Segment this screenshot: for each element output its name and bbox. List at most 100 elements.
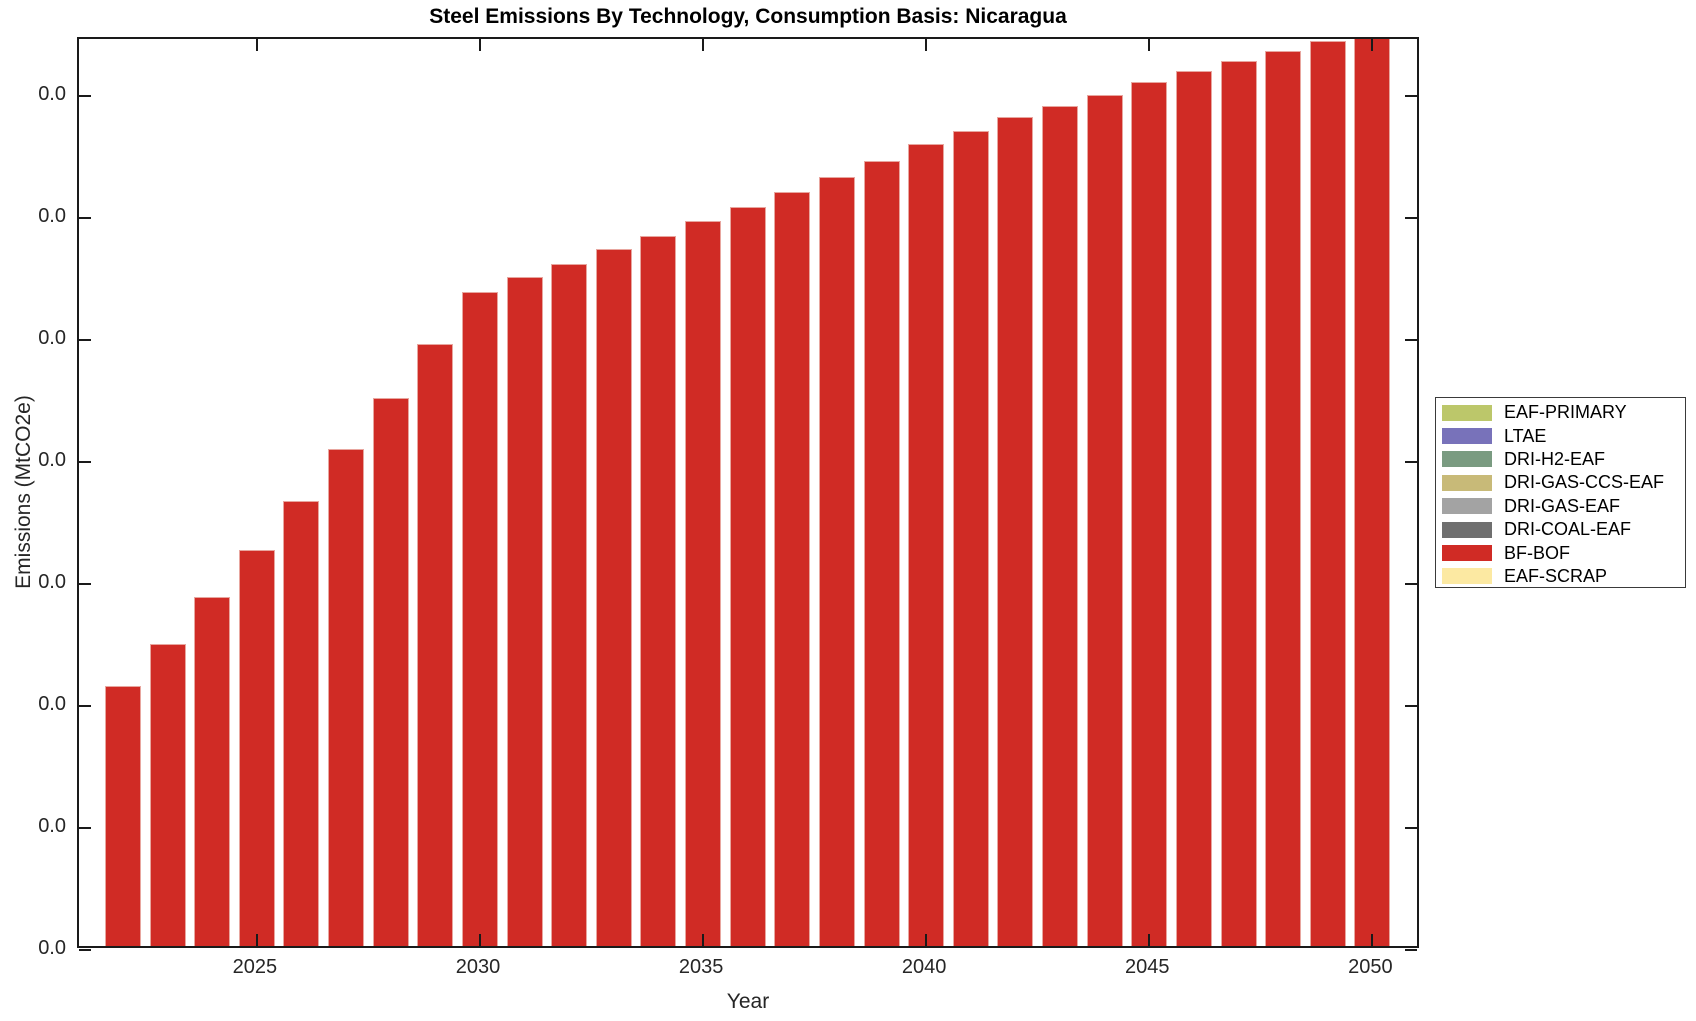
y-tick-mark-right bbox=[1405, 582, 1417, 585]
legend-swatch-eaf-scrap bbox=[1442, 568, 1492, 585]
bar-2032 bbox=[551, 263, 588, 946]
y-tick-label: 0.0 bbox=[38, 448, 66, 471]
x-tick-mark bbox=[925, 934, 928, 946]
bar-2031 bbox=[506, 277, 543, 946]
bar-2035 bbox=[685, 220, 722, 946]
chart-title: Steel Emissions By Technology, Consumpti… bbox=[429, 5, 1067, 28]
bar-2048 bbox=[1265, 51, 1302, 946]
bar-2042 bbox=[997, 117, 1034, 946]
bar-2045 bbox=[1131, 82, 1168, 946]
legend: EAF-PRIMARY LTAE DRI-H2-EAF DRI-GAS-CCS-EAF… bbox=[1435, 397, 1686, 588]
bar-2040 bbox=[908, 144, 945, 946]
bar-2043 bbox=[1042, 106, 1079, 946]
y-tick-label: 0.0 bbox=[38, 815, 66, 838]
y-tick-mark bbox=[79, 582, 91, 585]
y-tick-label: 0.0 bbox=[38, 205, 66, 227]
bar-2037 bbox=[774, 191, 811, 946]
legend-swatch-dri-coal-eaf bbox=[1442, 521, 1492, 538]
x-tick-label: 2030 bbox=[455, 956, 501, 978]
x-tick-mark bbox=[478, 934, 481, 946]
x-tick-label: 2035 bbox=[678, 956, 724, 978]
bar-2050 bbox=[1354, 39, 1391, 946]
bar-2038 bbox=[818, 177, 855, 946]
y-tick-label: 0.0 bbox=[38, 83, 66, 106]
y-tick-mark bbox=[79, 949, 91, 951]
x-tick-label: 2050 bbox=[1348, 956, 1393, 978]
x-tick-mark bbox=[1148, 934, 1151, 946]
y-tick-mark bbox=[79, 95, 91, 98]
bar-2026 bbox=[283, 500, 320, 946]
legend-label: DRI-COAL-EAF bbox=[1504, 519, 1632, 540]
bar-2029 bbox=[417, 343, 454, 946]
legend-swatch-dri-gas-eaf bbox=[1442, 498, 1492, 515]
legend-label: BF-BOF bbox=[1504, 542, 1570, 563]
legend-label: EAF-SCRAP bbox=[1504, 565, 1608, 586]
y-tick-mark-right bbox=[1405, 217, 1417, 219]
legend-item-dri-gas-ccs-eaf: DRI-GAS-CCS-EAF bbox=[1442, 471, 1685, 494]
legend-swatch-dri-gas-ccs-eaf bbox=[1442, 474, 1492, 491]
y-tick-mark-right bbox=[1405, 338, 1417, 341]
legend-label: DRI-GAS-EAF bbox=[1504, 495, 1621, 516]
y-tick-label: 0.0 bbox=[38, 937, 66, 959]
bar-2036 bbox=[729, 207, 766, 946]
y-tick-mark bbox=[79, 217, 91, 219]
x-tick-mark-top bbox=[925, 39, 928, 51]
legend-label: DRI-H2-EAF bbox=[1504, 448, 1606, 469]
x-tick-label: 2040 bbox=[901, 956, 947, 978]
y-tick-mark-right bbox=[1405, 827, 1417, 830]
bar-2039 bbox=[863, 160, 900, 946]
legend-swatch-bf-bof bbox=[1442, 545, 1492, 562]
x-tick-mark-top bbox=[1371, 39, 1374, 51]
legend-item-bf-bof: BF-BOF bbox=[1442, 541, 1685, 564]
legend-swatch-ltae bbox=[1442, 428, 1492, 445]
x-tick-label: 2025 bbox=[232, 956, 278, 978]
bar-2022 bbox=[105, 686, 142, 946]
y-tick-mark-right bbox=[1405, 460, 1417, 463]
y-tick-label: 0.0 bbox=[38, 326, 66, 349]
x-tick-mark-top bbox=[478, 39, 481, 51]
plot-area bbox=[77, 37, 1419, 951]
bar-2027 bbox=[328, 448, 365, 946]
x-axis-label: Year bbox=[726, 990, 770, 1013]
legend-label: EAF-PRIMARY bbox=[1504, 402, 1627, 423]
legend-item-dri-coal-eaf: DRI-COAL-EAF bbox=[1442, 518, 1685, 541]
y-tick-mark bbox=[79, 827, 91, 830]
bar-2044 bbox=[1086, 95, 1123, 946]
x-tick-label: 2045 bbox=[1125, 956, 1170, 978]
y-tick-mark bbox=[79, 338, 91, 341]
y-tick-label: 0.0 bbox=[38, 693, 66, 716]
legend-label: DRI-GAS-CCS-EAF bbox=[1504, 472, 1665, 493]
bar-2047 bbox=[1220, 60, 1257, 946]
bars-layer bbox=[79, 39, 1417, 946]
legend-item-eaf-primary: EAF-PRIMARY bbox=[1442, 401, 1685, 424]
legend-item-ltae: LTAE bbox=[1442, 424, 1685, 447]
y-tick-label: 0.0 bbox=[38, 570, 66, 593]
x-tick-mark-top bbox=[702, 39, 705, 51]
y-tick-mark-right bbox=[1405, 95, 1417, 98]
x-tick-mark-top bbox=[1148, 39, 1151, 51]
y-tick-mark bbox=[79, 705, 91, 708]
legend-swatch-eaf-primary bbox=[1442, 404, 1492, 421]
x-tick-mark bbox=[702, 934, 705, 946]
legend-swatch-dri-h2-eaf bbox=[1442, 451, 1492, 468]
x-tick-mark-top bbox=[255, 39, 258, 51]
bar-2033 bbox=[595, 249, 632, 946]
legend-item-dri-h2-eaf: DRI-H2-EAF bbox=[1442, 448, 1685, 471]
x-tick-mark bbox=[255, 934, 258, 946]
legend-item-eaf-scrap: EAF-SCRAP bbox=[1442, 565, 1685, 588]
bar-2041 bbox=[952, 130, 989, 946]
y-tick-mark bbox=[79, 460, 91, 463]
bar-2034 bbox=[640, 236, 677, 946]
y-axis-label: Emissions (MtCO2e) bbox=[12, 395, 35, 589]
y-tick-mark-right bbox=[1405, 949, 1417, 951]
x-tick-mark bbox=[1371, 934, 1374, 946]
bar-2028 bbox=[372, 397, 409, 946]
bar-2025 bbox=[238, 549, 275, 946]
y-tick-mark-right bbox=[1405, 705, 1417, 708]
bar-2049 bbox=[1309, 41, 1346, 946]
legend-label: LTAE bbox=[1504, 425, 1547, 446]
legend-item-dri-gas-eaf: DRI-GAS-EAF bbox=[1442, 495, 1685, 518]
bar-2024 bbox=[194, 597, 231, 946]
bar-2023 bbox=[149, 643, 186, 946]
